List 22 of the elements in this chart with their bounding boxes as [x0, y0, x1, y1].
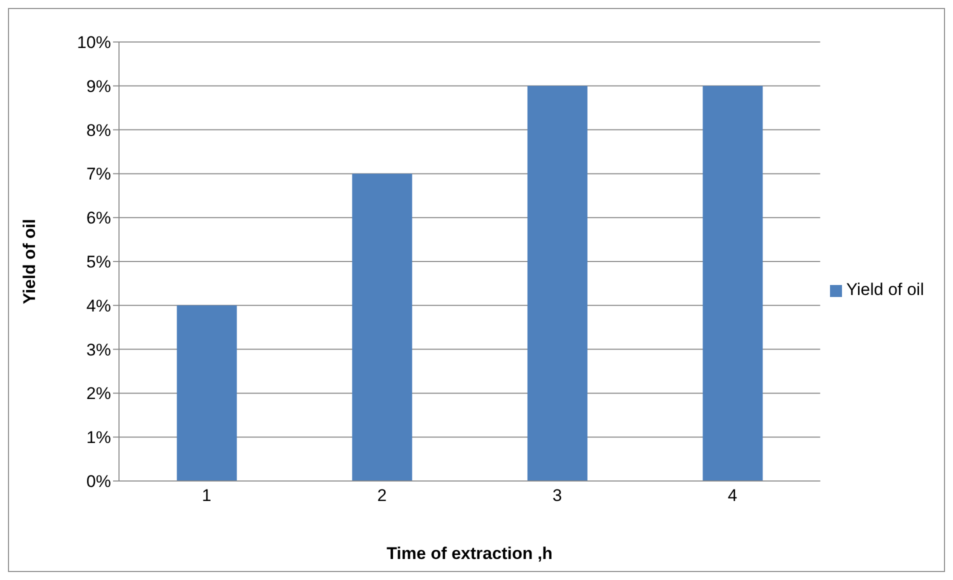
- y-tick-label: 4%: [86, 296, 111, 316]
- y-tick-label: 1%: [86, 428, 111, 448]
- y-tick-label: 2%: [86, 384, 111, 404]
- x-tick-label: 2: [377, 486, 387, 506]
- x-tick-label: 3: [552, 486, 562, 506]
- y-tick-label: 8%: [86, 120, 111, 140]
- x-tick-label: 1: [202, 486, 212, 506]
- y-tick-label: 9%: [86, 76, 111, 96]
- y-tick-label: 0%: [86, 472, 111, 492]
- bar: [176, 305, 237, 481]
- bar: [352, 174, 412, 481]
- y-tick-label: 7%: [86, 164, 111, 184]
- legend-label: Yield of oil: [846, 280, 924, 299]
- y-tick-label: 6%: [86, 208, 111, 228]
- y-axis-title: Yield of oil: [20, 218, 40, 304]
- y-tick-label: 3%: [86, 340, 111, 360]
- x-tick-label: 4: [728, 486, 738, 506]
- x-axis-title: Time of extraction ,h: [386, 544, 553, 563]
- y-tick-label: 5%: [86, 252, 111, 272]
- bar: [702, 86, 763, 481]
- bar: [527, 86, 588, 481]
- y-tick-label: 10%: [76, 33, 111, 52]
